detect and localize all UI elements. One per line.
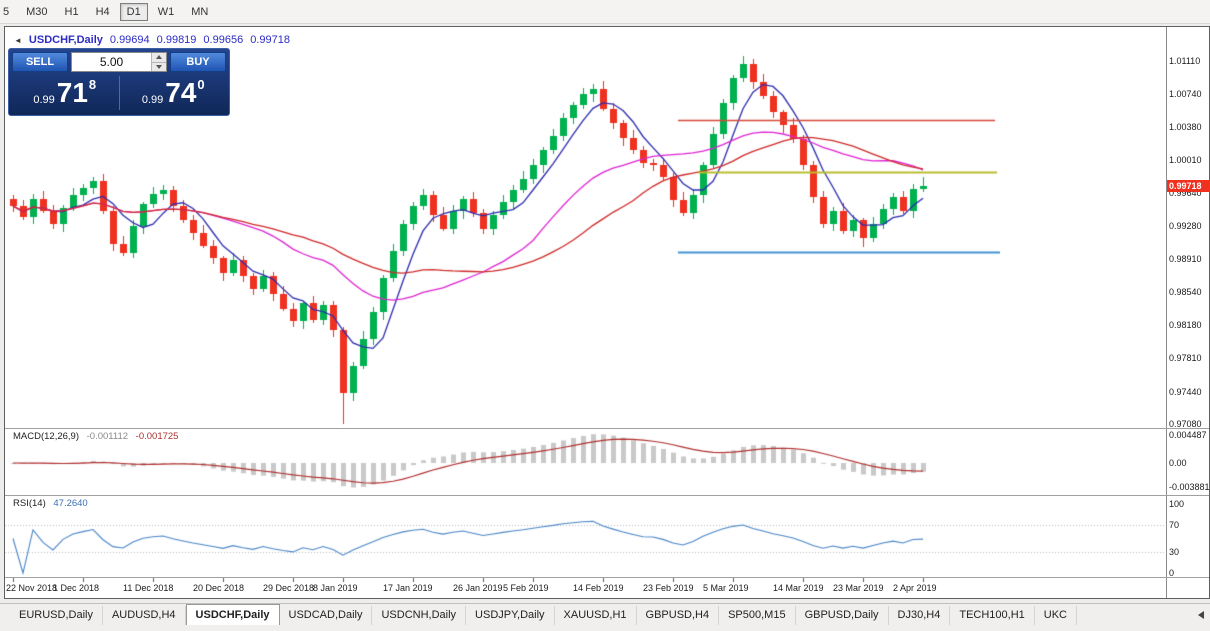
rsi-axis-label: 0 — [1169, 568, 1175, 578]
date-label: 2 Apr 2019 — [893, 583, 937, 593]
chart-tab[interactable]: TECH100,H1 — [950, 606, 1035, 625]
chart-title: ◄ USDCHF,Daily 0.99694 0.99819 0.99656 0… — [14, 34, 290, 46]
ohlc-close: 0.99718 — [250, 34, 290, 46]
tab-scroll-left-icon[interactable] — [1198, 611, 1204, 619]
chart-tab[interactable]: EURUSD,Daily — [10, 606, 103, 625]
date-label: 1 Dec 2018 — [53, 583, 100, 593]
ask-pip-digit: 0 — [197, 77, 205, 92]
buy-button[interactable]: BUY — [170, 52, 226, 72]
chart-symbol-label: USDCHF,Daily — [28, 34, 103, 46]
timeframe-m5-button[interactable]: 5 — [3, 5, 10, 18]
price-axis-label: 0.98540 — [1169, 287, 1202, 298]
rsi-value: 47.2640 — [53, 498, 88, 509]
price-chart-canvas[interactable] — [5, 27, 1166, 598]
price-axis-label: 0.99640 — [1169, 188, 1202, 199]
date-label: 23 Mar 2019 — [833, 583, 884, 593]
price-axis-label: 0.98180 — [1169, 319, 1202, 330]
volume-spinner[interactable]: 5.00 — [71, 52, 167, 72]
macd-axis-label: 0.004487 — [1169, 430, 1207, 440]
ohlc-low: 0.99656 — [203, 34, 244, 46]
macd-axis-label: 0.00 — [1169, 458, 1187, 468]
price-axis-label: 0.97440 — [1169, 386, 1202, 397]
chart-tab[interactable]: XAUUSD,H1 — [555, 606, 637, 625]
timeframe-d1-button[interactable]: D1 — [119, 2, 148, 21]
date-label: 5 Mar 2019 — [703, 583, 749, 593]
volume-spin-buttons — [151, 53, 166, 71]
ohlc-high: 0.99819 — [156, 34, 197, 46]
rsi-name: RSI(14) — [13, 498, 46, 509]
bid-price: 0.99 71 8 — [12, 74, 118, 112]
ask-big-digits: 74 — [165, 77, 197, 108]
chart-tab[interactable]: SP500,M15 — [719, 606, 796, 625]
rsi-header: RSI(14) 47.2640 — [13, 498, 93, 509]
date-label: 11 Dec 2018 — [123, 583, 174, 593]
date-label: 14 Mar 2019 — [773, 583, 824, 593]
volume-down-icon[interactable] — [152, 62, 166, 71]
chart-tab[interactable]: DJ30,H4 — [889, 606, 951, 625]
timeframe-m30-button[interactable]: M30 — [26, 5, 48, 18]
current-price-badge: 0.99718 — [1167, 180, 1210, 193]
macd-pane-separator[interactable] — [5, 428, 1209, 429]
timeframe-h1-button[interactable]: H1 — [64, 5, 79, 18]
price-axis-label: 1.00010 — [1169, 155, 1202, 166]
rsi-axis-label: 100 — [1169, 499, 1185, 509]
volume-up-icon[interactable] — [152, 53, 166, 63]
price-axis-label: 0.97080 — [1169, 418, 1202, 429]
timeframe-w1-button[interactable]: W1 — [157, 5, 175, 18]
date-label: 22 Nov 2018 — [6, 583, 58, 593]
macd-header: MACD(12,26,9) -0.001112 -0.001725 — [13, 431, 183, 442]
price-axis-label: 1.00740 — [1169, 89, 1202, 100]
bid-pip-digit: 8 — [88, 77, 97, 92]
chart-tab[interactable]: USDCAD,Daily — [280, 606, 373, 625]
chart-tab[interactable]: USDCHF,Daily — [185, 604, 280, 625]
date-label: 5 Feb 2019 — [503, 583, 549, 593]
date-label: 14 Feb 2019 — [573, 583, 624, 593]
rsi-axis-label: 30 — [1169, 547, 1180, 558]
date-label: 26 Jan 2019 — [453, 583, 503, 593]
ohlc-open: 0.99694 — [109, 34, 150, 46]
date-axis[interactable]: 22 Nov 2018 1 Dec 2018 11 Dec 2018 20 Dec 2… — [5, 579, 1166, 598]
timeframe-h4-button[interactable]: H4 — [95, 5, 110, 18]
chart-tab[interactable]: GBPUSD,Daily — [796, 606, 889, 625]
date-label: 29 Dec 2018 — [263, 583, 315, 593]
chart-tab[interactable]: AUDUSD,H4 — [103, 606, 186, 625]
one-click-trading-panel: SELL 5.00 BUY 0.99 71 8 0.99 74 0 — [8, 48, 230, 116]
price-scale[interactable]: 0.99718 1.01110 1.00740 1.00380 1.00010 0.99… — [1166, 27, 1210, 598]
date-axis-separator — [5, 577, 1209, 578]
price-axis-label: 1.01110 — [1169, 56, 1201, 66]
price-axis-label: 1.00380 — [1169, 121, 1202, 132]
bid-big-digits: 71 — [56, 77, 88, 108]
date-label: 8 Jan 2019 — [313, 583, 358, 593]
price-axis-label: 0.97810 — [1169, 353, 1202, 364]
chart-tab[interactable]: UKC — [1035, 606, 1077, 625]
price-axis-label: 0.99280 — [1169, 220, 1202, 231]
bid-ask-divider — [118, 76, 120, 110]
chart-tab-bar: EURUSD,Daily AUDUSD,H4 USDCHF,Daily USDC… — [0, 603, 1210, 625]
bottom-strip — [0, 625, 1210, 631]
chart-tab[interactable]: GBPUSD,H4 — [637, 606, 720, 625]
bid-prefix: 0.99 — [33, 94, 55, 106]
macd-name: MACD(12,26,9) — [13, 431, 79, 442]
macd-axis-label: -0.003881 — [1169, 482, 1210, 493]
chart-tab[interactable]: USDJPY,Daily — [466, 606, 555, 625]
rsi-axis-label: 70 — [1169, 519, 1180, 530]
timeframe-mn-button[interactable]: MN — [191, 5, 209, 18]
ask-prefix: 0.99 — [141, 94, 164, 106]
macd-signal-value: -0.001725 — [135, 431, 179, 442]
rsi-pane-separator[interactable] — [5, 495, 1209, 496]
chart-tab[interactable]: USDCNH,Daily — [372, 606, 467, 625]
chart-window: 0.99718 1.01110 1.00740 1.00380 1.00010 0.99… — [4, 26, 1210, 599]
date-label: 17 Jan 2019 — [383, 583, 433, 593]
date-label: 20 Dec 2018 — [193, 583, 245, 593]
sell-button[interactable]: SELL — [12, 52, 68, 72]
date-label: 23 Feb 2019 — [643, 583, 694, 593]
ask-price: 0.99 74 0 — [121, 74, 227, 112]
volume-value[interactable]: 5.00 — [99, 55, 124, 69]
timeframe-toolbar: 5 M30 H1 H4 D1 W1 MN — [0, 0, 1210, 24]
price-axis-label: 0.98910 — [1169, 254, 1202, 265]
macd-main-value: -0.001112 — [86, 431, 129, 442]
collapse-panel-icon[interactable]: ◄ — [14, 35, 22, 45]
